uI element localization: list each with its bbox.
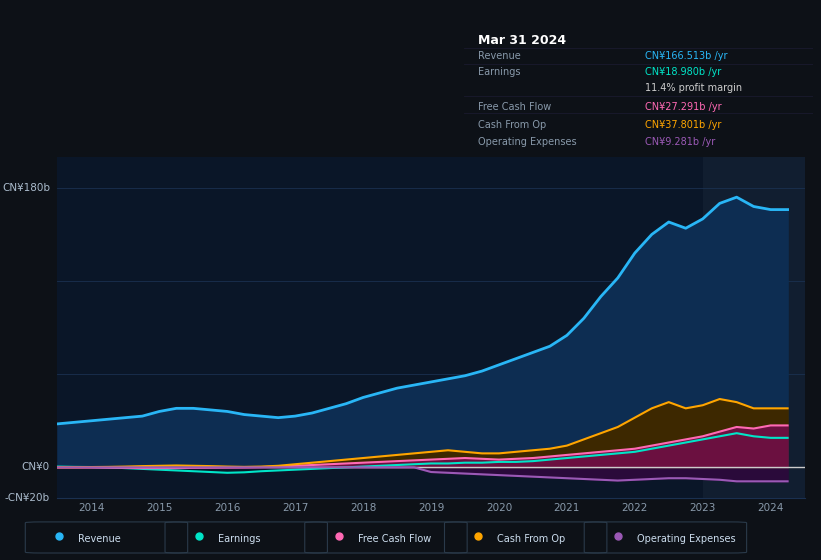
Text: 11.4% profit margin: 11.4% profit margin — [645, 83, 742, 93]
Text: Earnings: Earnings — [478, 67, 521, 77]
Text: Earnings: Earnings — [218, 534, 260, 544]
Text: CN¥18.980b /yr: CN¥18.980b /yr — [645, 67, 722, 77]
Text: Mar 31 2024: Mar 31 2024 — [478, 34, 566, 46]
Text: Cash From Op: Cash From Op — [478, 120, 546, 130]
Text: CN¥0: CN¥0 — [22, 463, 50, 472]
Text: Free Cash Flow: Free Cash Flow — [358, 534, 431, 544]
Text: Free Cash Flow: Free Cash Flow — [478, 102, 551, 112]
Bar — [703, 157, 805, 498]
Text: -CN¥20b: -CN¥20b — [5, 493, 50, 503]
Text: Cash From Op: Cash From Op — [498, 534, 566, 544]
Text: CN¥37.801b /yr: CN¥37.801b /yr — [645, 120, 722, 130]
Text: Revenue: Revenue — [478, 51, 521, 61]
Text: CN¥180b: CN¥180b — [2, 183, 50, 193]
Text: CN¥166.513b /yr: CN¥166.513b /yr — [645, 51, 727, 61]
Text: CN¥9.281b /yr: CN¥9.281b /yr — [645, 137, 716, 147]
Text: Revenue: Revenue — [78, 534, 121, 544]
Text: Operating Expenses: Operating Expenses — [478, 137, 576, 147]
Text: CN¥27.291b /yr: CN¥27.291b /yr — [645, 102, 722, 112]
Text: Operating Expenses: Operating Expenses — [637, 534, 736, 544]
